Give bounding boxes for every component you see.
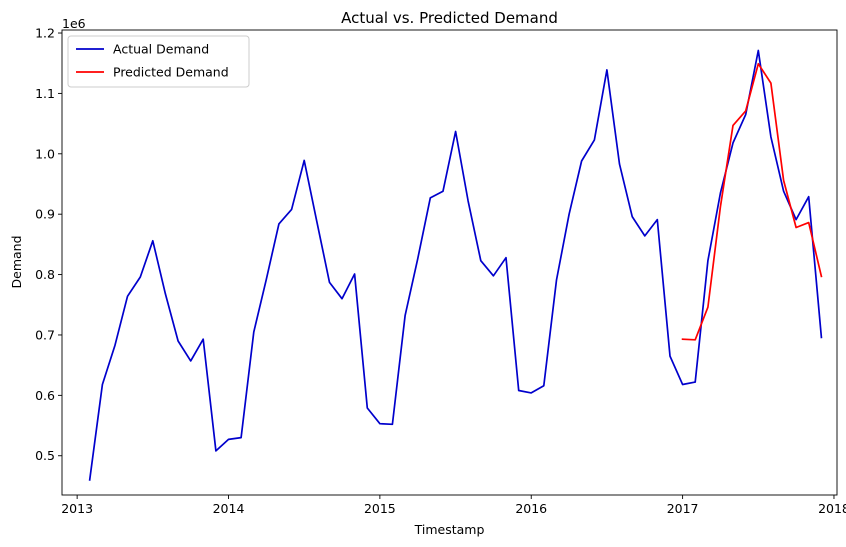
legend-box: [67, 35, 250, 88]
legend-label-predicted: Predicted Demand: [113, 65, 229, 80]
y-tick-label: 1.0: [35, 146, 55, 161]
x-tick-label: 2013: [61, 501, 93, 516]
plot-area: 2013 2014 2015 2016 2017 2018 0.5 0.6 0.7 0.8 0.9…: [35, 26, 846, 516]
y-multiplier-label: 1e6: [62, 16, 86, 31]
plot-border: [61, 29, 838, 496]
x-tick-label: 2014: [213, 501, 245, 516]
predicted-demand-line: [681, 62, 823, 341]
actual-demand-line: [88, 49, 823, 481]
x-tick-label: 2015: [364, 501, 396, 516]
series-lines: [88, 49, 823, 481]
y-tick-label: 0.9: [35, 207, 55, 222]
y-axis-ticks: 0.5 0.6 0.7 0.8 0.9 1.0 1.1 1.2: [35, 26, 62, 463]
y-tick-label: 0.7: [35, 327, 55, 342]
y-tick-label: 0.8: [35, 267, 55, 282]
x-tick-label: 2016: [515, 501, 547, 516]
y-tick-label: 0.6: [35, 388, 55, 403]
legend: Actual Demand Predicted Demand: [67, 35, 250, 88]
x-axis-label: Timestamp: [414, 522, 485, 537]
y-tick-label: 1.2: [35, 26, 55, 41]
y-tick-label: 0.5: [35, 448, 55, 463]
x-tick-label: 2017: [667, 501, 699, 516]
y-tick-label: 1.1: [35, 86, 55, 101]
legend-label-actual: Actual Demand: [113, 42, 209, 57]
y-axis-label: Demand: [9, 235, 24, 288]
x-tick-label: 2018: [818, 501, 846, 516]
chart-title: Actual vs. Predicted Demand: [341, 9, 558, 27]
plot-frame: [62, 30, 837, 495]
x-axis-ticks: 2013 2014 2015 2016 2017 2018: [61, 495, 846, 516]
